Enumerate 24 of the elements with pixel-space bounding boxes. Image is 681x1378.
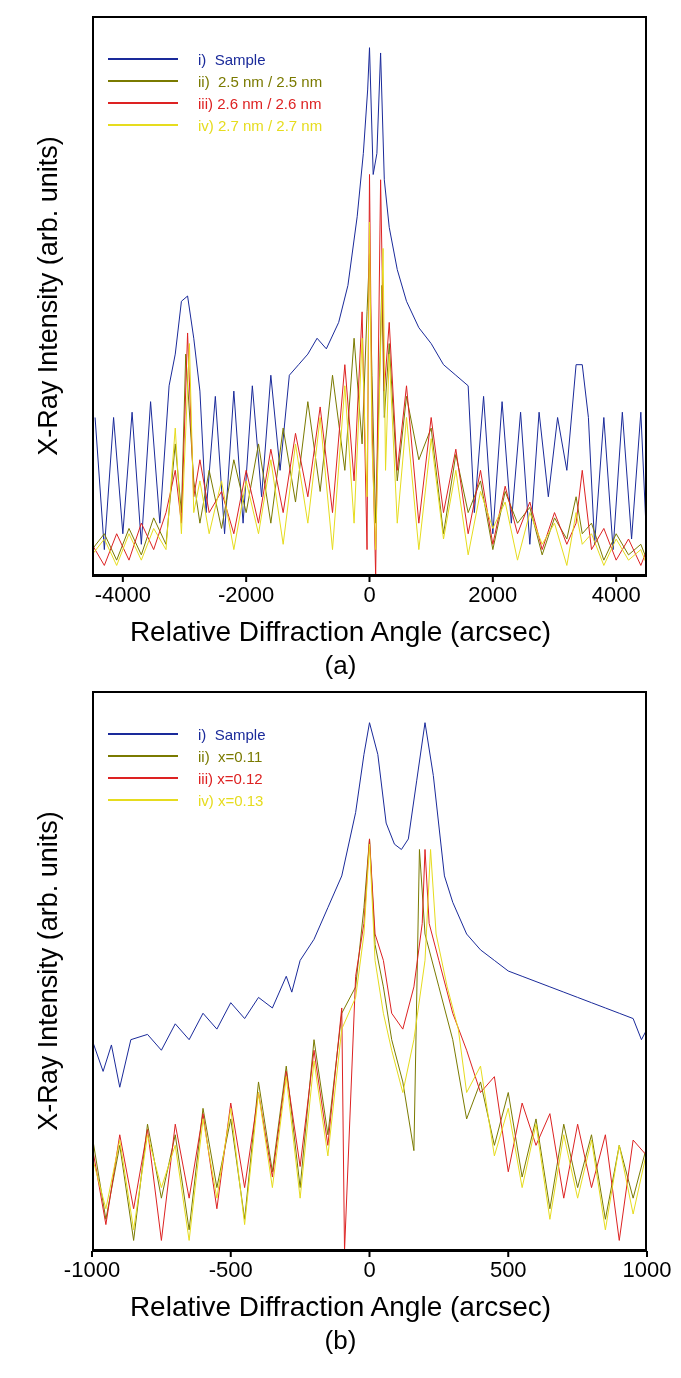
legend-label: iv) 2.7 nm / 2.7 nm <box>198 116 323 134</box>
x-tick-label: 500 <box>489 1256 527 1282</box>
x-tick-label: 1000 <box>622 1256 672 1282</box>
x-axis-title: Relative Diffraction Angle (arcsec) <box>128 1291 553 1323</box>
x-tick-label: 0 <box>363 581 376 607</box>
legend-label: iii) x=0.12 <box>198 769 263 787</box>
legend-label: iv) x=0.13 <box>198 791 264 809</box>
y-axis-title: X-Ray Intensity (arb. units) <box>32 811 64 1131</box>
text: (b) <box>323 1325 358 1356</box>
x-tick-label: -1000 <box>63 1256 121 1282</box>
legend-label: ii) x=0.11 <box>198 747 263 765</box>
x-tick-label: 0 <box>363 1256 376 1282</box>
x-tick-label: 2000 <box>468 581 518 607</box>
legend-label: iii) 2.6 nm / 2.6 nm <box>198 94 322 112</box>
x-tick-label: -4000 <box>94 581 151 607</box>
legend-label: i) Sample <box>198 725 266 743</box>
x-tick-label: 4000 <box>591 581 641 607</box>
x-tick-label: -500 <box>208 1256 253 1282</box>
x-tick-label: -2000 <box>218 581 275 607</box>
legend-label: ii) 2.5 nm / 2.5 nm <box>198 72 323 90</box>
legend-label: i) Sample <box>198 50 266 68</box>
y-axis-title: X-Ray Intensity (arb. units) <box>32 136 64 456</box>
text: (a) <box>323 650 358 681</box>
x-axis-title: Relative Diffraction Angle (arcsec) <box>128 616 553 648</box>
